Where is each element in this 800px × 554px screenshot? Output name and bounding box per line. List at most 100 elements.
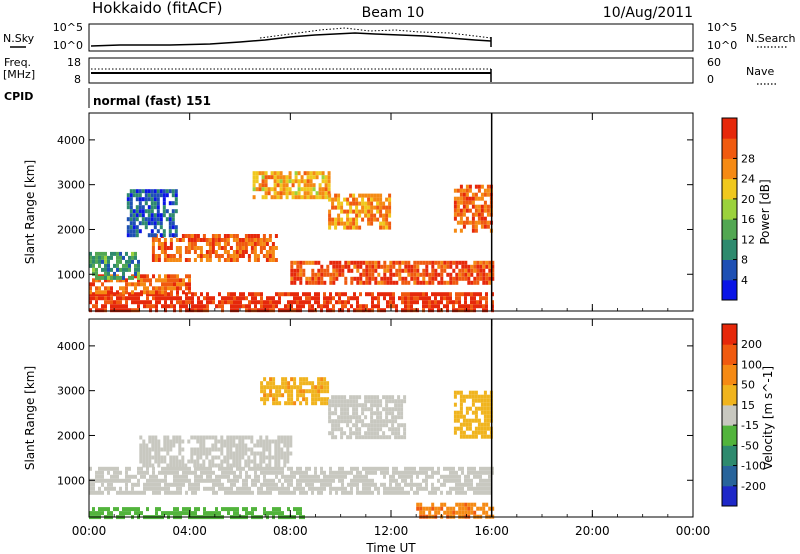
velocity-cell <box>194 474 197 479</box>
power-cell <box>446 292 449 297</box>
power-cell <box>135 189 139 194</box>
power-cell <box>244 242 248 246</box>
velocity-cell <box>365 474 368 479</box>
velocity-cell <box>139 459 143 464</box>
power-cell <box>258 171 262 176</box>
velocity-cell <box>107 478 110 483</box>
power-cell <box>314 260 318 265</box>
power-cell <box>328 221 332 226</box>
power-cell <box>104 296 107 301</box>
velocity-cell <box>391 395 395 400</box>
velocity-cell <box>296 511 299 516</box>
velocity-cell <box>230 470 233 475</box>
velocity-cell <box>425 506 429 511</box>
velocity-cell <box>314 385 318 390</box>
freq-panel <box>88 57 694 84</box>
power-cell <box>374 296 377 301</box>
velocity-cell <box>329 470 332 475</box>
velocity-cell <box>419 466 422 471</box>
power-cell <box>370 201 374 206</box>
power-cell <box>482 296 485 301</box>
velocity-cell <box>217 439 221 444</box>
velocity-cell <box>419 506 423 511</box>
power-cell <box>482 276 486 281</box>
velocity-cell <box>308 389 312 394</box>
power-cell <box>256 258 260 262</box>
power-cell <box>150 233 154 238</box>
power-cell <box>293 260 297 265</box>
power-cell <box>488 280 492 285</box>
power-cell <box>221 308 224 313</box>
power-cell <box>446 272 450 277</box>
x-tick-label: 12:00 <box>374 524 409 538</box>
power-cell <box>291 179 295 184</box>
velocity-cell <box>326 401 330 406</box>
velocity-cell <box>211 459 215 464</box>
power-cell <box>473 264 477 269</box>
power-cell <box>477 184 481 189</box>
power-cell <box>163 238 167 242</box>
velocity-colorbar-tick-label: 15 <box>741 399 755 412</box>
power-cell <box>155 308 158 313</box>
power-cell <box>386 292 389 297</box>
velocity-cell <box>163 439 167 444</box>
power-cell <box>235 254 239 258</box>
velocity-cell <box>191 490 194 495</box>
velocity-cell <box>208 435 212 440</box>
velocity-cell <box>175 439 179 444</box>
velocity-cell <box>164 474 167 479</box>
power-cell <box>318 195 322 200</box>
velocity-cell <box>332 486 335 491</box>
velocity-cell <box>320 478 323 483</box>
power-cell <box>164 274 167 279</box>
velocity-cell <box>221 486 224 491</box>
velocity-cell <box>329 482 332 487</box>
power-cell <box>308 308 311 313</box>
velocity-cell <box>483 394 487 399</box>
velocity-cell <box>170 490 173 495</box>
velocity-cell <box>443 478 446 483</box>
power-cell <box>362 272 366 277</box>
power-cell <box>125 304 128 309</box>
velocity-cell <box>197 478 200 483</box>
power-cell <box>491 292 494 297</box>
power-cell <box>162 193 166 198</box>
velocity-cell <box>110 482 113 487</box>
power-cell <box>458 268 462 273</box>
velocity-cell <box>98 470 101 475</box>
power-cell <box>197 300 200 305</box>
velocity-cell <box>266 511 269 516</box>
velocity-cell <box>290 397 294 402</box>
power-cell <box>368 292 371 297</box>
velocity-cell <box>157 455 161 460</box>
velocity-cell <box>361 435 365 440</box>
power-cell <box>138 197 142 202</box>
velocity-cell <box>287 466 290 471</box>
velocity-cell <box>259 455 263 460</box>
velocity-cell <box>155 478 158 483</box>
velocity-cell <box>355 435 359 440</box>
velocity-cell <box>275 470 278 475</box>
velocity-cell <box>346 415 350 420</box>
power-cell <box>236 300 239 305</box>
power-cell <box>259 242 263 246</box>
power-cell <box>245 308 248 313</box>
power-cell <box>268 234 272 238</box>
velocity-cell <box>253 459 257 464</box>
velocity-cell <box>340 395 344 400</box>
velocity-cell <box>419 482 422 487</box>
velocity-cell <box>359 490 362 495</box>
velocity-cell <box>253 463 257 468</box>
velocity-cell <box>235 459 239 464</box>
power-cell <box>150 217 154 222</box>
velocity-cell <box>440 474 443 479</box>
x-tick-labels: 00:00 04:00 08:00 12:00 16:00 20:00 00:00 <box>72 524 711 538</box>
velocity-cell <box>397 435 401 440</box>
velocity-cell <box>473 466 476 471</box>
velocity-cell <box>356 478 359 483</box>
power-cell <box>208 242 212 246</box>
power-cell <box>485 300 488 305</box>
power-cell <box>98 259 101 264</box>
power-cell <box>290 276 294 281</box>
velocity-cell <box>326 381 330 386</box>
